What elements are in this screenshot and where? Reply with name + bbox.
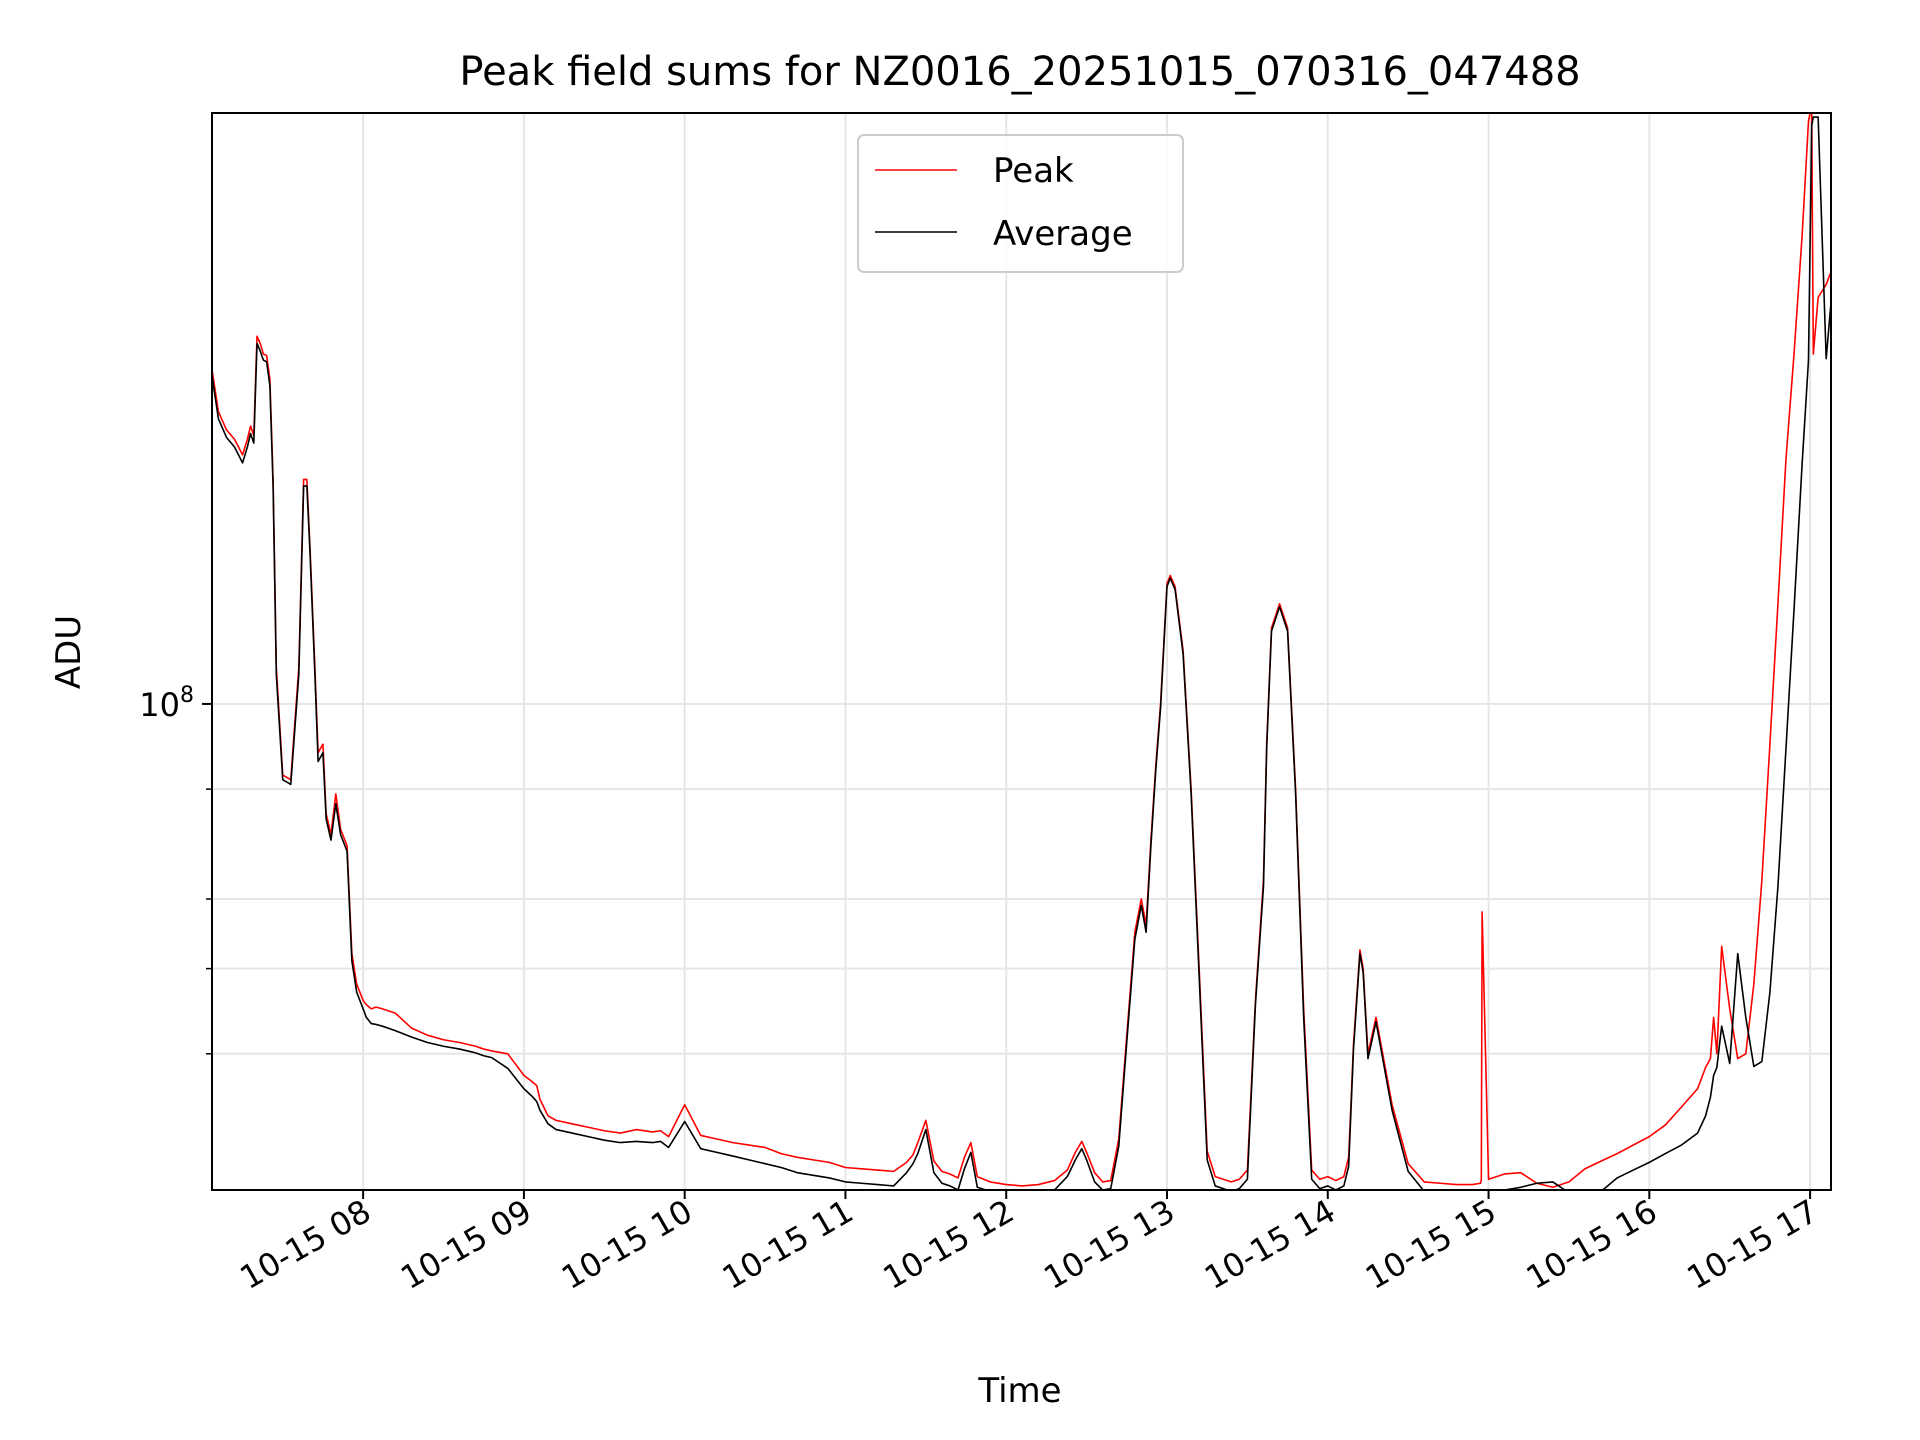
y-axis-label: ADU — [49, 615, 89, 689]
grid — [212, 113, 1831, 1190]
series-layer — [212, 113, 1831, 1190]
series-line-peak — [212, 113, 1831, 1189]
legend: Peak Average — [857, 134, 1184, 273]
y-tick-label: 108 — [139, 683, 194, 724]
chart-title: Peak field sums for NZ0016_20251015_0703… — [459, 49, 1580, 95]
plot-frame — [211, 112, 1832, 1191]
legend-label-average: Average — [993, 214, 1133, 254]
series-line-average — [212, 116, 1831, 1190]
y-axis: 108 — [139, 683, 212, 1055]
legend-label-peak: Peak — [993, 151, 1074, 191]
x-axis-label: Time — [977, 1371, 1061, 1411]
